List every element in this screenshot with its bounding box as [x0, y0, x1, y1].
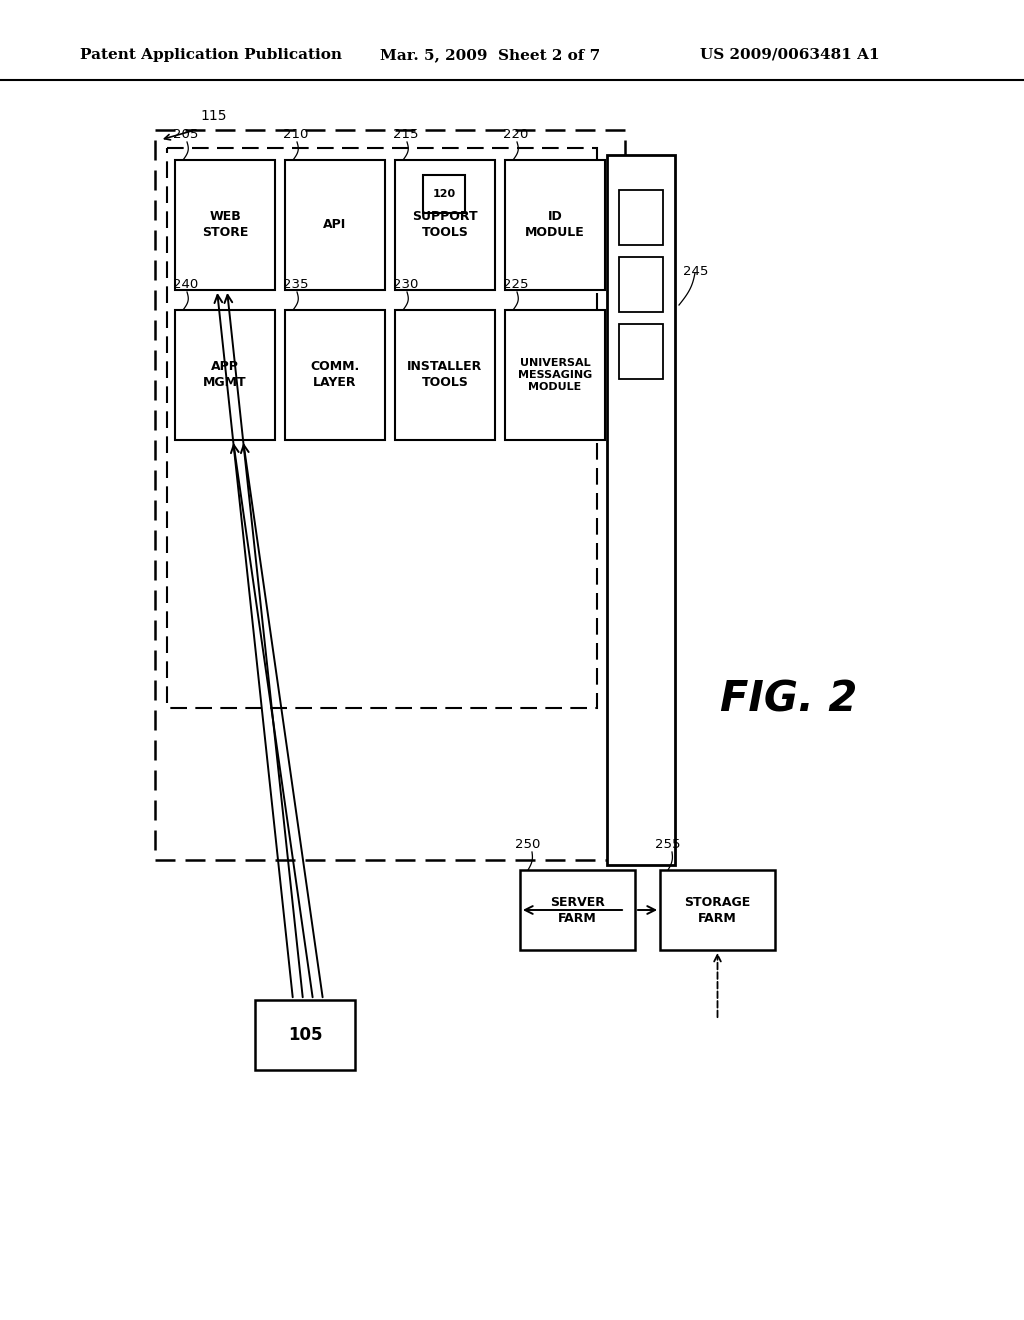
Text: UNIVERSAL
MESSAGING
MODULE: UNIVERSAL MESSAGING MODULE: [518, 358, 592, 392]
Text: Patent Application Publication: Patent Application Publication: [80, 48, 342, 62]
Bar: [175, 310, 275, 440]
Text: INSTALLER
TOOLS: INSTALLER TOOLS: [408, 360, 482, 389]
Text: 105: 105: [288, 1026, 323, 1044]
Bar: [618, 323, 663, 379]
Text: 230: 230: [393, 279, 419, 290]
Bar: [155, 129, 625, 861]
Text: 225: 225: [503, 279, 528, 290]
Text: US 2009/0063481 A1: US 2009/0063481 A1: [700, 48, 880, 62]
Bar: [607, 154, 675, 865]
Text: 245: 245: [683, 265, 709, 279]
Text: API: API: [324, 219, 347, 231]
Text: 255: 255: [655, 838, 681, 851]
Bar: [175, 160, 275, 290]
Bar: [505, 310, 605, 440]
Bar: [520, 870, 635, 950]
Text: 215: 215: [393, 128, 419, 141]
Bar: [285, 310, 385, 440]
Text: 235: 235: [283, 279, 308, 290]
Text: 220: 220: [503, 128, 528, 141]
Bar: [618, 257, 663, 312]
Bar: [423, 176, 465, 213]
Text: Mar. 5, 2009  Sheet 2 of 7: Mar. 5, 2009 Sheet 2 of 7: [380, 48, 600, 62]
Text: COMM.
LAYER: COMM. LAYER: [310, 360, 359, 389]
Text: SUPPORT
TOOLS: SUPPORT TOOLS: [413, 210, 478, 239]
Text: 210: 210: [283, 128, 308, 141]
Text: APP
MGMT: APP MGMT: [203, 360, 247, 389]
Text: 250: 250: [515, 838, 541, 851]
Text: WEB
STORE: WEB STORE: [202, 210, 248, 239]
Bar: [395, 160, 495, 290]
Bar: [660, 870, 775, 950]
Bar: [395, 310, 495, 440]
Bar: [505, 160, 605, 290]
Text: STORAGE
FARM: STORAGE FARM: [684, 895, 751, 924]
Bar: [618, 190, 663, 246]
Text: 205: 205: [173, 128, 199, 141]
Text: FIG. 2: FIG. 2: [720, 678, 857, 721]
Text: SERVER
FARM: SERVER FARM: [550, 895, 605, 924]
Text: ID
MODULE: ID MODULE: [525, 210, 585, 239]
Text: 120: 120: [432, 189, 456, 199]
Bar: [285, 160, 385, 290]
Text: 240: 240: [173, 279, 199, 290]
Text: 115: 115: [200, 110, 226, 123]
Bar: [167, 148, 597, 708]
Bar: [255, 1001, 355, 1071]
